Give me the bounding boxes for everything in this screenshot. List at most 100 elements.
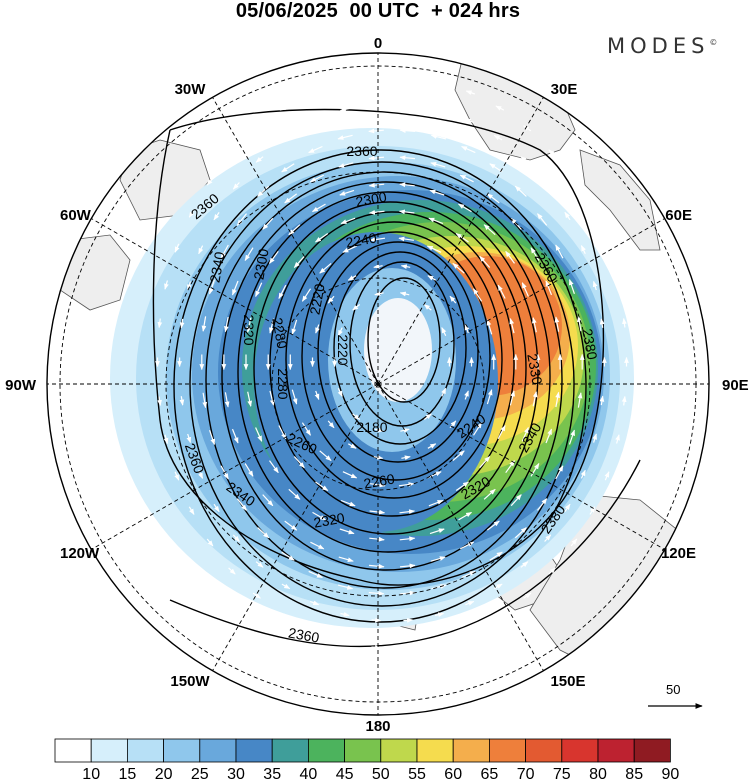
wind-vector: [244, 463, 254, 477]
wind-vector: [252, 125, 261, 132]
wind-vector: [269, 390, 275, 406]
wind-vector: [284, 193, 298, 204]
longitude-label: 150W: [170, 673, 210, 690]
contour-label: 2260: [362, 470, 396, 491]
wind-vector: [157, 396, 162, 406]
wind-vector: [466, 629, 476, 635]
wind-vector: [428, 217, 444, 225]
wind-vector: [179, 318, 185, 329]
wind-vector: [186, 433, 192, 444]
wind-vector: [486, 193, 500, 204]
wind-vector: [399, 509, 415, 515]
wind-vector: [435, 639, 445, 645]
wind-vector: [327, 420, 335, 429]
wind-vector: [426, 245, 442, 253]
wind-vector: [228, 567, 236, 575]
height-contour: [221, 181, 551, 571]
wind-vector: [457, 203, 472, 213]
wind-vector: [402, 101, 413, 107]
wind-vector: [494, 583, 503, 590]
wind-vector: [599, 395, 605, 406]
wind-vector: [368, 182, 385, 188]
wind-vector: [255, 561, 264, 568]
wind-vector: [537, 213, 548, 226]
wind-vector: [188, 506, 195, 515]
wind-vector: [398, 482, 415, 487]
wind-vector: [228, 149, 236, 157]
wind-vector: [430, 134, 447, 140]
wind-vector: [348, 443, 357, 449]
wind-vector: [464, 390, 469, 400]
wind-vector: [514, 527, 527, 539]
height-contour: [349, 261, 455, 427]
wind-vector: [604, 471, 610, 481]
wind-vector: [209, 430, 216, 445]
wind-vector: [293, 255, 305, 268]
wind-vector: [555, 244, 564, 259]
wind-vector: [461, 570, 476, 579]
colorbar-swatch: [90, 738, 128, 763]
wind-vector: [461, 145, 476, 154]
wind-vector: [434, 612, 445, 618]
colorbar-tick-label: 15: [119, 766, 137, 782]
wind-vector: [530, 247, 540, 261]
graticule: [47, 53, 709, 715]
longitude-label: 150E: [550, 673, 585, 690]
wind-vector: [371, 644, 382, 650]
wind-vector: [312, 511, 327, 521]
contour-label: 2300: [250, 247, 271, 281]
meridian-line: [377, 383, 665, 550]
wind-vector: [489, 551, 503, 561]
wind-vector: [510, 494, 522, 507]
wind-vector: [545, 428, 553, 444]
contour-label: 2340: [206, 250, 227, 284]
wind-vector: [371, 617, 382, 623]
colorbar-swatch: [163, 738, 201, 763]
wind-vector: [209, 279, 216, 295]
wind-vector: [339, 79, 349, 85]
longitude-label: 60E: [665, 207, 692, 224]
contour-label: 2300: [354, 188, 388, 209]
wind-vector: [255, 156, 264, 163]
colorbar-tick-label: 85: [625, 766, 643, 782]
wind-vector: [489, 163, 503, 173]
wind-vector: [428, 499, 444, 507]
wind-vector: [564, 503, 571, 512]
colorbar: 10 15 20 25 30 35 40 45 50 55 60 65 70 75 80 85 90: [54, 738, 679, 782]
wind-vector: [179, 396, 185, 406]
wind-vector: [622, 318, 627, 328]
wind-vector: [342, 245, 357, 253]
wind-vector: [449, 295, 457, 304]
wind-vector: [269, 460, 279, 474]
wind-vector: [465, 90, 475, 96]
colorbar-swatch: [271, 738, 309, 763]
wind-vector: [521, 426, 529, 442]
wind-vector: [464, 324, 470, 334]
wind-vector: [291, 319, 298, 335]
wind-vector: [452, 450, 465, 462]
longitude-label: 180: [365, 718, 390, 735]
wind-vector: [568, 279, 575, 294]
brand-name: MODES: [607, 34, 710, 58]
wind-vector: [531, 317, 537, 333]
map-disk: [47, 53, 709, 715]
colorbar-swatch: [561, 738, 599, 763]
wind-vector: [479, 255, 491, 268]
wind-vector: [374, 291, 384, 296]
wind-vector: [434, 79, 445, 85]
wind-vector: [308, 89, 318, 95]
height-contour: [317, 241, 479, 463]
wind-vector: [255, 282, 263, 298]
longitude-label: 90W: [5, 377, 37, 394]
wind-vector: [545, 280, 553, 296]
wind-vector: [564, 211, 571, 221]
wind-vector: [495, 105, 505, 111]
wind-vector: [281, 163, 295, 173]
wind-vector: [279, 105, 289, 111]
height-contour: [237, 191, 539, 553]
wind-vector: [319, 450, 332, 462]
height-contour: [333, 251, 467, 445]
wind-vector: [509, 318, 515, 334]
wind-vector: [568, 429, 575, 445]
wind-vector: [497, 284, 506, 299]
